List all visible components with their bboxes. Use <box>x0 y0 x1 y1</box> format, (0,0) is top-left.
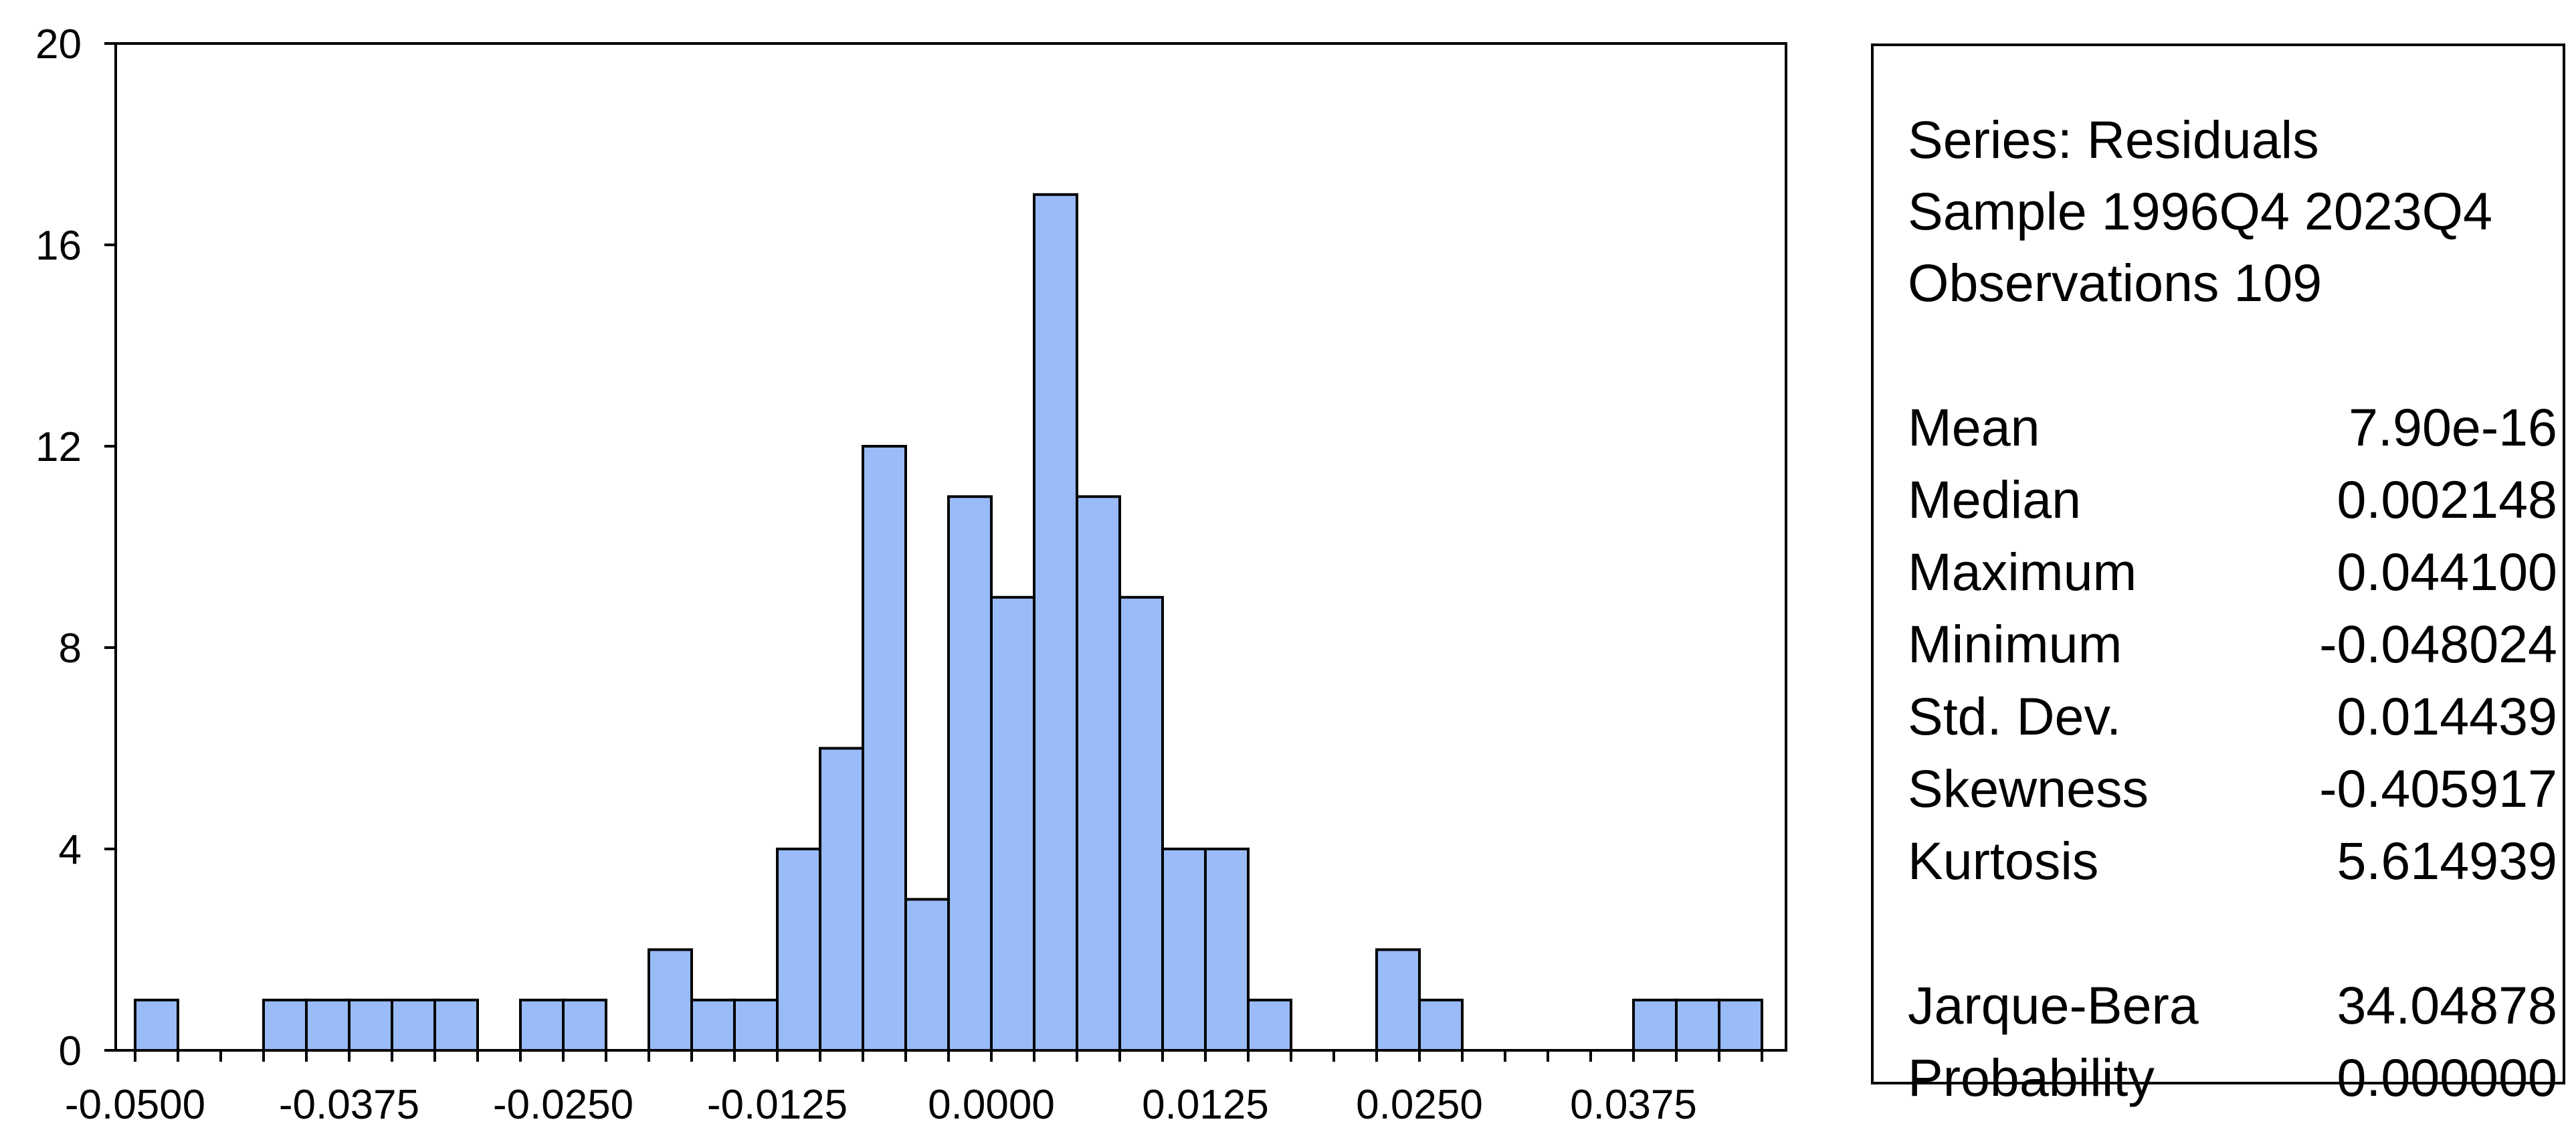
histogram-bar <box>1247 998 1292 1052</box>
stat-value: 5.614939 <box>2337 831 2557 890</box>
stat-row: Maximum 0.044100 <box>1908 540 2557 604</box>
histogram-bar <box>690 998 736 1052</box>
histogram-bar <box>519 998 565 1052</box>
stat-row: Std. Dev. 0.014439 <box>1908 684 2557 749</box>
histogram-bar <box>391 998 436 1052</box>
histogram-bar <box>305 998 351 1052</box>
x-tick-label: -0.0375 <box>279 1082 419 1128</box>
x-tick-label: -0.0500 <box>65 1082 205 1128</box>
statistics-panel: Series: Residuals Sample 1996Q4 2023Q4 O… <box>1871 43 2565 1107</box>
stat-value: 0.014439 <box>2337 686 2557 746</box>
stat-label: Jarque-Bera <box>1908 975 2199 1035</box>
histogram-bar <box>1418 998 1464 1052</box>
histogram-bar <box>776 848 821 1052</box>
stat-row: Median 0.002148 <box>1908 468 2557 532</box>
y-axis: 0 4 8 12 16 20 <box>35 21 116 1074</box>
stat-value: 0.000000 <box>2337 1048 2557 1107</box>
histogram-bar <box>433 998 479 1052</box>
stat-value: 7.90e-16 <box>2349 397 2557 457</box>
stat-label: Probability <box>1908 1048 2155 1107</box>
stat-value: 34.04878 <box>2337 975 2557 1035</box>
x-tick-label: 0.0125 <box>1142 1082 1269 1128</box>
histogram-bar <box>1204 848 1250 1052</box>
stat-row: Minimum -0.048024 <box>1908 612 2557 676</box>
stat-value: -0.405917 <box>2319 759 2557 818</box>
histogram-bar <box>1375 948 1421 1052</box>
histogram-bar <box>819 747 864 1052</box>
x-tick-label: 0.0375 <box>1570 1082 1697 1128</box>
y-tick-label: 4 <box>59 827 82 873</box>
stat-row: Skewness -0.405917 <box>1908 757 2557 821</box>
stat-row: Jarque-Bera 34.04878 <box>1908 973 2557 1038</box>
stat-label: Mean <box>1908 397 2040 457</box>
x-tick-label: -0.0125 <box>707 1082 848 1128</box>
histogram-bar <box>1675 998 1720 1052</box>
y-tick-label: 8 <box>59 626 82 672</box>
stat-value: 0.002148 <box>2337 470 2557 529</box>
stat-label: Median <box>1908 470 2082 529</box>
stat-label: Minimum <box>1908 614 2122 674</box>
stat-row: Mean 7.90e-16 <box>1908 395 2557 460</box>
stat-label: Std. Dev. <box>1908 686 2122 746</box>
histogram-bar <box>562 998 607 1052</box>
histogram-bar <box>1718 998 1763 1052</box>
histogram-bar <box>990 595 1035 1052</box>
y-tick-label: 16 <box>35 223 82 269</box>
x-tick-label: 0.0000 <box>928 1082 1055 1128</box>
series-label: Series: Residuals <box>1908 110 2319 169</box>
histogram-bar <box>862 445 907 1052</box>
histogram-bar <box>733 998 779 1052</box>
x-tick-label: -0.0250 <box>493 1082 633 1128</box>
x-axis: -0.0500 -0.0375 -0.0250 -0.0125 0.0000 0.0125… <box>65 1050 1763 1128</box>
histogram-bar <box>348 998 393 1052</box>
histogram-bars <box>134 193 1763 1052</box>
histogram-bar <box>134 998 179 1052</box>
histogram-bar <box>904 898 950 1052</box>
histogram-bar <box>648 948 693 1052</box>
stat-label: Kurtosis <box>1908 831 2099 890</box>
y-tick-label: 0 <box>59 1028 82 1074</box>
stat-value: 0.044100 <box>2337 542 2557 601</box>
histogram-chart: 0 4 8 12 16 20 -0.0500 -0.0375 -0.0250 -0.0125 0.… <box>35 21 1787 1128</box>
observations-label: Observations 109 <box>1908 253 2322 312</box>
histogram-bar <box>947 495 993 1052</box>
histogram-bar <box>1076 495 1121 1052</box>
histogram-bar <box>1161 848 1207 1052</box>
y-tick-label: 12 <box>35 424 82 470</box>
stat-label: Maximum <box>1908 542 2137 601</box>
stat-value: -0.048024 <box>2319 614 2557 674</box>
stat-label: Skewness <box>1908 759 2149 818</box>
y-tick-label: 20 <box>35 21 82 68</box>
histogram-bar <box>1033 193 1078 1052</box>
histogram-bar <box>1632 998 1678 1052</box>
histogram-bar <box>262 998 308 1052</box>
x-tick-label: 0.0250 <box>1356 1082 1483 1128</box>
stat-row: Probability 0.000000 <box>1908 1046 2557 1110</box>
sample-label: Sample 1996Q4 2023Q4 <box>1908 181 2493 241</box>
histogram-bar <box>1118 595 1164 1052</box>
stat-row: Kurtosis 5.614939 <box>1908 829 2557 893</box>
